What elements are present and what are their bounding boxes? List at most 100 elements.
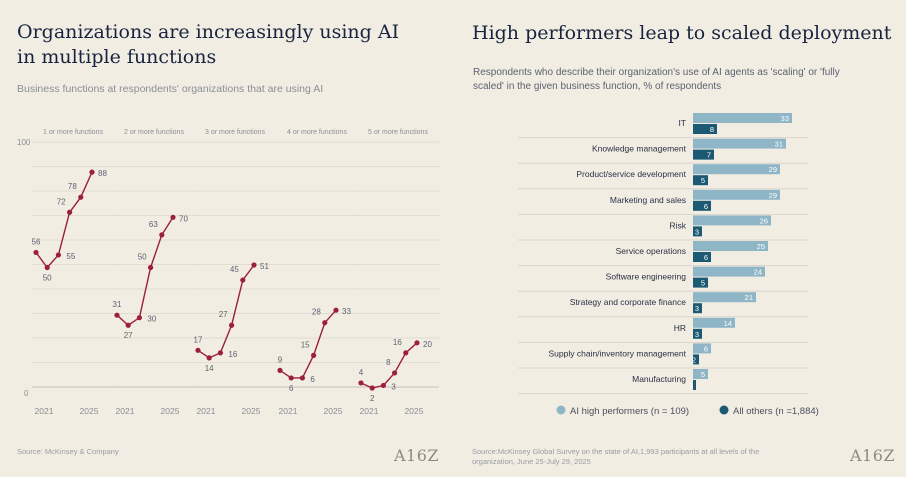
data-point	[322, 320, 328, 326]
data-point	[114, 312, 120, 318]
x-tick-label: 2025	[324, 406, 343, 416]
series-line	[116, 216, 174, 327]
series-line	[35, 171, 93, 269]
bar-all-others	[693, 380, 696, 390]
data-label: 6	[289, 384, 294, 393]
bar-high-performer	[693, 343, 711, 354]
x-tick-label: 2021	[279, 406, 298, 416]
bar-value-label: 6	[704, 253, 708, 262]
bar-high-performer	[693, 317, 735, 328]
legend-swatch	[556, 405, 566, 415]
legend-swatch	[719, 405, 729, 415]
panel-header: 3 or more functions	[205, 129, 265, 136]
data-label: 9	[278, 355, 283, 364]
bar-high-performer	[693, 241, 768, 251]
bar-value-label: 3	[695, 304, 699, 313]
left-chart-title: Organizations are increasingly using AI …	[17, 21, 400, 68]
data-point	[358, 380, 364, 386]
data-label: 55	[66, 252, 75, 261]
panel-header: 5 or more functions	[368, 129, 428, 136]
data-point	[392, 370, 398, 376]
bar-value-label: 33	[781, 114, 789, 123]
data-point	[380, 382, 386, 389]
category-label: HR	[674, 323, 686, 333]
category-label: Supply chain/inventory management	[549, 348, 687, 358]
data-point	[33, 249, 39, 256]
data-point	[206, 355, 212, 361]
data-point	[170, 214, 176, 220]
category-label: Strategy and corporate finance	[570, 297, 687, 307]
bar-all-others	[693, 252, 711, 262]
panel-header: 4 or more functions	[287, 129, 347, 136]
bar-value-label: 5	[701, 279, 705, 288]
a16z-logo: A16Z	[394, 446, 440, 465]
category-label: Risk	[669, 220, 686, 230]
data-label: 16	[228, 350, 237, 359]
bar-value-label: 2	[692, 355, 696, 364]
bar-all-others	[693, 328, 702, 339]
x-tick-label: 2025	[242, 406, 261, 416]
data-label: 63	[149, 220, 158, 229]
data-point	[288, 375, 294, 381]
category-label: Software engineering	[606, 272, 687, 282]
bar-high-performer	[693, 189, 780, 200]
data-point	[67, 209, 73, 215]
data-label: 50	[138, 253, 147, 262]
left-source-note: Source: McKinsey & Company	[17, 447, 119, 456]
bar-high-performer	[693, 369, 708, 379]
legend-label: All others (n =1,884)	[733, 406, 819, 417]
left-chart-subtitle: Business functions at respondents' organ…	[17, 83, 324, 95]
data-label: 78	[68, 182, 77, 191]
panel-header: 1 or more functions	[43, 129, 103, 136]
data-label: 31	[113, 300, 122, 309]
x-tick-label: 2025	[161, 406, 180, 416]
data-point	[414, 340, 420, 346]
data-point	[403, 350, 409, 356]
bar-value-label: 21	[745, 293, 753, 302]
data-label: 27	[219, 310, 228, 319]
data-label: 4	[359, 368, 364, 377]
bar-value-label: 8	[710, 125, 714, 134]
data-point	[311, 352, 317, 358]
bar-high-performer	[693, 164, 780, 175]
data-label: 2	[370, 394, 375, 403]
data-label: 70	[179, 214, 188, 223]
bar-value-label: 3	[695, 227, 699, 236]
bar-all-others	[693, 226, 702, 237]
bar-all-others	[693, 303, 702, 314]
bar-value-label: 31	[775, 140, 783, 149]
data-point	[195, 347, 201, 353]
bar-value-label: 5	[701, 176, 705, 185]
legend-label: AI high performers (n = 109)	[570, 406, 689, 417]
x-tick-label: 2021	[35, 406, 54, 416]
data-label: 30	[147, 315, 156, 324]
bar-all-others	[693, 200, 711, 211]
bar-value-label: 29	[769, 165, 777, 174]
category-label: Product/service development	[576, 169, 686, 179]
bar-value-label: 6	[704, 344, 708, 353]
y-tick-label: 100	[17, 138, 31, 147]
data-label: 33	[342, 307, 351, 316]
data-label: 50	[43, 274, 52, 283]
data-label: 15	[301, 340, 310, 349]
data-label: 6	[310, 375, 315, 384]
bar-all-others	[693, 277, 708, 288]
data-label: 8	[386, 358, 391, 367]
data-point	[148, 264, 154, 271]
data-point	[240, 277, 246, 283]
data-label: 28	[312, 308, 321, 317]
category-label: Knowledge management	[592, 144, 687, 154]
data-point	[136, 315, 142, 321]
data-point	[44, 264, 50, 271]
bar-all-others	[693, 175, 708, 186]
data-point	[89, 169, 95, 175]
bar-high-performer	[693, 113, 792, 123]
data-point	[217, 350, 223, 356]
bar-value-label: 1	[689, 381, 693, 390]
data-point	[333, 307, 339, 313]
bar-all-others	[693, 354, 699, 365]
data-point	[159, 232, 165, 238]
data-label: 51	[260, 262, 269, 271]
bar-value-label: 14	[724, 319, 732, 328]
bar-value-label: 29	[769, 191, 777, 200]
